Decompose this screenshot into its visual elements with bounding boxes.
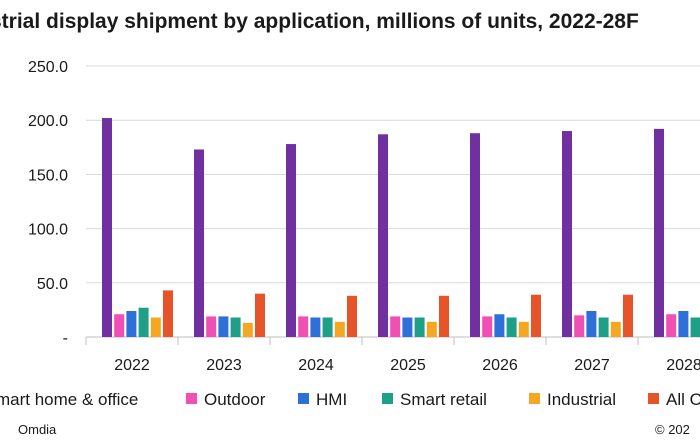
bars <box>102 118 700 337</box>
x-tick-label: 2027 <box>574 357 610 374</box>
x-tick-label: 2026 <box>482 357 518 374</box>
bar-2022-5 <box>163 290 173 337</box>
x-tick-label: 2024 <box>298 357 334 374</box>
x-tick-label: 2022 <box>114 357 150 374</box>
bar-2022-2 <box>126 310 137 337</box>
legend-item: HMI <box>298 390 347 409</box>
bar-2026-4 <box>518 321 529 337</box>
legend-swatch <box>529 393 540 404</box>
bar-2027-1 <box>574 315 585 337</box>
legend-label: mart home & office <box>0 390 138 409</box>
bar-2024-4 <box>334 321 345 337</box>
bar-2027-3 <box>598 317 609 337</box>
y-tick-label: 200.0 <box>28 113 68 130</box>
bar-2025-5 <box>439 295 449 337</box>
y-tick-label: 250.0 <box>28 59 68 76</box>
copyright-label: © 202 <box>655 422 690 437</box>
legend-item: Industrial <box>529 390 616 409</box>
bar-2026-1 <box>482 316 493 337</box>
y-tick-label: 150.0 <box>28 167 68 184</box>
legend-label: Smart retail <box>400 390 487 409</box>
bar-2026-5 <box>531 294 541 337</box>
x-tick-label: 2028 <box>666 357 700 374</box>
bar-2027-4 <box>610 321 621 337</box>
y-tick-label: - <box>63 330 68 347</box>
legend-item: All O <box>648 390 700 409</box>
bar-2022-3 <box>138 307 149 337</box>
legend-label: HMI <box>316 390 347 409</box>
gridlines <box>85 65 700 345</box>
source-label: Omdia <box>18 422 57 437</box>
bar-2022-4 <box>150 317 161 337</box>
y-tick-label: 100.0 <box>28 222 68 239</box>
legend-item: mart home & office <box>0 390 138 409</box>
bar-2023-0 <box>194 149 204 337</box>
legend-label: All O <box>666 390 700 409</box>
x-axis-ticks: 2022 2023 2024 2025 2026 2027 2028 <box>114 357 700 374</box>
bar-2025-2 <box>402 317 413 337</box>
legend-swatch <box>382 393 393 404</box>
bar-2023-4 <box>242 322 253 337</box>
bar-2024-1 <box>298 316 309 337</box>
bar-2028-1 <box>666 314 677 337</box>
legend-swatch <box>298 393 309 404</box>
bar-2023-3 <box>230 317 241 337</box>
bar-2023-1 <box>206 316 217 337</box>
bar-2024-0 <box>286 144 296 337</box>
x-tick-label: 2025 <box>390 357 426 374</box>
bar-2022-1 <box>114 314 125 337</box>
bar-2028-3 <box>690 317 700 337</box>
y-axis-ticks: - 50.0 100.0 150.0 200.0 250.0 <box>28 59 68 347</box>
legend-swatch <box>186 393 197 404</box>
bar-2024-2 <box>310 317 321 337</box>
bar-2028-0 <box>654 128 664 337</box>
legend-label: Outdoor <box>204 390 266 409</box>
bar-2028-2 <box>678 310 689 337</box>
chart-title: strial display shipment by application, … <box>0 10 639 33</box>
x-tick-label: 2023 <box>206 357 242 374</box>
bar-2025-3 <box>414 317 425 337</box>
legend: mart home & office Outdoor HMI Smart retail… <box>0 390 700 409</box>
bar-2026-3 <box>506 317 517 337</box>
legend-label: Industrial <box>547 390 616 409</box>
bar-2023-5 <box>255 293 265 337</box>
bar-2026-2 <box>494 314 505 337</box>
legend-item: Smart retail <box>382 390 487 409</box>
legend-item: Outdoor <box>186 390 266 409</box>
bar-2027-2 <box>586 310 597 337</box>
bar-2025-0 <box>378 134 388 337</box>
bar-2025-1 <box>390 316 401 337</box>
bar-2023-2 <box>218 316 229 337</box>
bar-2024-5 <box>347 295 357 337</box>
bar-2027-5 <box>623 294 633 337</box>
legend-swatch <box>648 393 659 404</box>
bar-2025-4 <box>426 321 437 337</box>
bar-2027-0 <box>562 131 572 337</box>
y-tick-label: 50.0 <box>37 276 68 293</box>
bar-2024-3 <box>322 317 333 337</box>
bar-2022-0 <box>102 118 112 337</box>
bar-2026-0 <box>470 133 480 337</box>
